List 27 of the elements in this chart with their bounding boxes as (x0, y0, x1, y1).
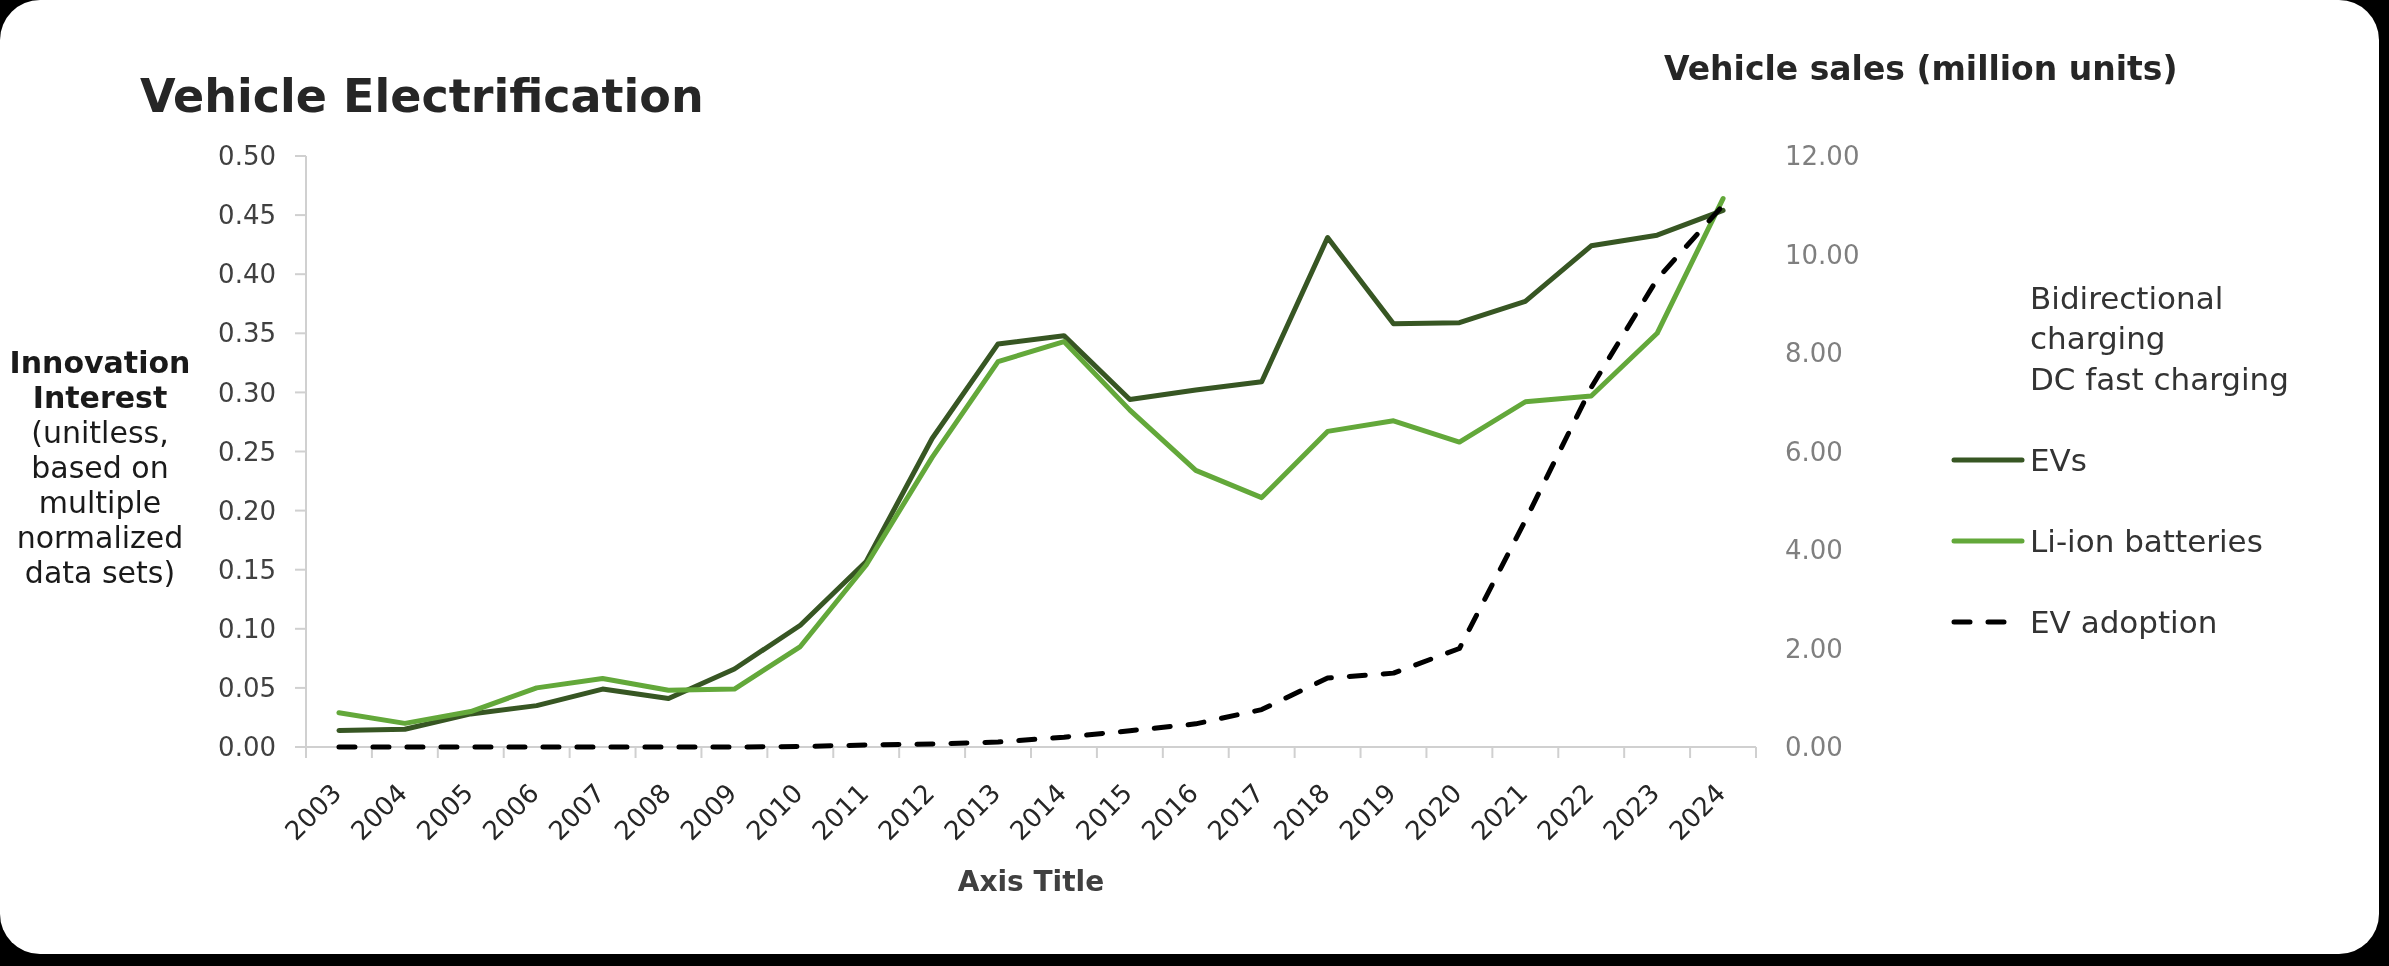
y-tick-label: 0.00 (218, 732, 276, 763)
x-axis-title: Axis Title (957, 865, 1105, 898)
legend-label: EV adoption (2030, 603, 2218, 640)
y-tick-label: 0.25 (218, 436, 276, 467)
y-tick-label: 0.20 (218, 495, 276, 526)
y-axis-title: Innovation Interest (unitless, based on multiple normalized data sets) (9, 344, 191, 590)
text: DC fast charging (2030, 360, 2289, 397)
y-tick-label: 0.15 (218, 554, 276, 585)
chart-title: Vehicle Electrification (140, 69, 704, 123)
y2-axis-title: Vehicle sales (million units) (1664, 49, 2178, 88)
y2-tick-label: 4.00 (1785, 535, 1843, 566)
y-tick-label: 0.40 (218, 259, 276, 290)
legend-label: EVs (2030, 441, 2087, 478)
y-tick-label: 0.50 (218, 141, 276, 172)
y-tick-label: 0.30 (218, 377, 276, 408)
text: Bidirectional charging (2030, 279, 2224, 356)
y2-tick-label: 6.00 (1785, 436, 1843, 467)
y-tick-label: 0.35 (218, 318, 276, 349)
y2-tick-label: 12.00 (1785, 141, 1860, 172)
y-tick-label: 0.10 (218, 613, 276, 644)
y-tick-label: 0.05 (218, 673, 276, 703)
y2-tick-label: 10.00 (1785, 239, 1860, 270)
y-tick-label: 0.45 (218, 200, 276, 231)
y2-tick-label: 2.00 (1785, 633, 1843, 664)
y2-tick-label: 8.00 (1785, 338, 1843, 369)
legend-label: Li-ion batteries (2030, 522, 2263, 559)
y2-tick-label: 0.00 (1785, 732, 1843, 763)
